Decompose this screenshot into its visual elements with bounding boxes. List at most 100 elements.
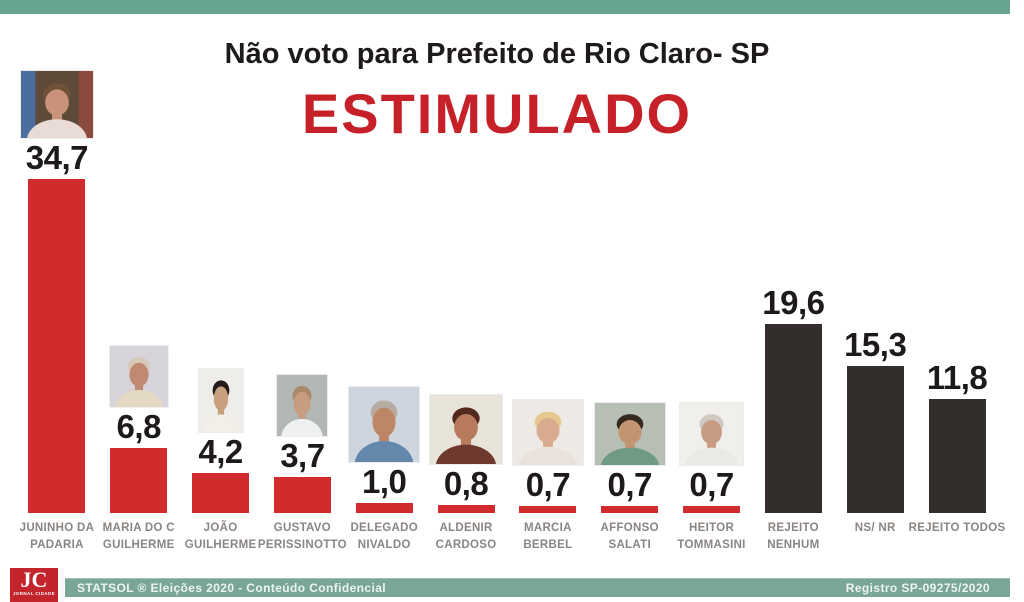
candidate-name-label: JOÃO GUILHERME	[185, 520, 257, 554]
bar-value-label: 3,7	[280, 437, 325, 474]
column-stack: 0,7	[507, 56, 589, 513]
candidate-name-label: REJEITO NENHUM	[767, 520, 819, 554]
bar-gustavo-perissinotto	[273, 477, 331, 513]
candidate-name-line: JOÃO	[203, 522, 238, 534]
bar-value-label: 15,3	[844, 326, 907, 363]
candidate-photo-delegado-nivaldo	[349, 387, 420, 462]
candidate-name-line: GUSTAVO	[273, 522, 332, 534]
footer-registro-text: Registro SP-09275/2020	[845, 581, 990, 595]
candidate-name-label: MARCIA BERBEL	[523, 520, 572, 554]
bar-chart: 34,7 JUNINHO DA PADARIA 6,8 MARIA DO C GUI…	[16, 56, 1005, 554]
column-stack: 11,8	[916, 56, 998, 513]
candidate-name-line: HEITOR	[689, 522, 735, 534]
title-block: Não voto para Prefeito de Rio Claro- SP …	[0, 38, 994, 146]
column-stack: 0,7	[589, 56, 671, 513]
jc-logo-text: JC	[20, 567, 48, 592]
bar-aldenir-cardoso	[437, 505, 495, 513]
candidate-photo-aldenir-cardoso	[430, 395, 503, 464]
jc-jornal-cidade-logo: JC JORNAL CIDADE	[10, 568, 58, 602]
bar-juninho-da-padaria	[28, 179, 86, 513]
column-stack: 3,7	[261, 56, 343, 513]
bar-value-label: 0,7	[689, 466, 734, 503]
candidate-name-line: REJEITO TODOS	[908, 522, 1006, 534]
candidate-name-label: AFFONSO SALATI	[601, 520, 659, 554]
footer-band: STATSOL ® Eleições 2020 - Conteúdo Confi…	[65, 578, 1010, 597]
column-stack: 1,0	[343, 56, 425, 513]
column-stack: 6,8	[98, 56, 180, 513]
chart-column-ns-nr: 15,3 NS/ NR	[834, 56, 916, 554]
column-stack: 0,7	[671, 56, 753, 513]
candidate-name-line: PERISSINOTTO	[257, 539, 347, 551]
chart-column-maria-do-c-guilherme: 6,8 MARIA DO C GUILHERME	[98, 56, 180, 554]
candidate-name-line: REJEITO	[767, 522, 819, 534]
candidate-photo-maria-do-c-guilherme	[109, 346, 168, 407]
jc-logo-subtext: JORNAL CIDADE	[12, 591, 56, 596]
candidate-name-line: GUILHERME	[102, 539, 175, 551]
candidate-name-line: TOMMASINI	[677, 539, 746, 551]
candidate-name-label: GUSTAVO PERISSINOTTO	[258, 520, 347, 554]
candidate-name-label: ALDENIR CARDOSO	[436, 520, 497, 554]
candidate-photo-juninho-da-padaria	[20, 71, 93, 138]
candidate-photo-affonso-salati	[594, 403, 665, 465]
candidate-photo-gustavo-perissinotto	[277, 375, 328, 436]
bar-value-label: 6,8	[116, 408, 162, 445]
candidate-name-line: SALATI	[608, 539, 651, 551]
bar-joao-guilherme	[192, 473, 250, 513]
candidate-name-line: ALDENIR	[439, 522, 493, 534]
bar-value-label: 11,8	[926, 359, 988, 396]
bar-value-label: 0,7	[525, 466, 571, 503]
candidate-name-line: MARIA DO C	[102, 522, 175, 534]
candidate-name-line: JUNINHO DA	[19, 522, 95, 534]
column-stack: 19,6	[752, 56, 834, 513]
candidate-photo-joao-guilherme	[198, 369, 243, 432]
candidate-name-line: MARCIA	[523, 522, 572, 534]
candidate-name-line: PADARIA	[30, 539, 84, 551]
bar-value-label: 1,0	[362, 463, 407, 500]
candidate-name-label: JUNINHO DA PADARIA	[20, 520, 95, 554]
bar-affonso-salati	[601, 506, 659, 513]
chart-column-marcia-berbel: 0,7 MARCIA BERBEL	[507, 56, 589, 554]
candidate-name-label: DELEGADO NIVALDO	[350, 520, 418, 554]
column-stack: 0,8	[425, 56, 507, 513]
chart-column-rejeito-nenhum: 19,6 REJEITO NENHUM	[752, 56, 834, 554]
candidate-photo-marcia-berbel	[512, 400, 583, 465]
chart-column-heitor-tommasini: 0,7 HEITOR TOMMASINI	[671, 56, 753, 554]
top-accent-band	[0, 0, 1010, 14]
bar-value-label: 0,8	[443, 465, 489, 502]
candidate-photo-heitor-tommasini	[680, 403, 744, 465]
candidate-name-line: NS/ NR	[854, 522, 896, 534]
candidate-name-label: HEITOR TOMMASINI	[677, 520, 745, 554]
bar-rejeito-todos	[928, 399, 986, 513]
candidate-name-line: AFFONSO	[600, 522, 659, 534]
bar-value-label: 34,7	[25, 139, 89, 176]
page-title: Não voto para Prefeito de Rio Claro- SP	[224, 38, 770, 70]
footer-source-text: STATSOL ® Eleições 2020 - Conteúdo Confi…	[77, 581, 387, 595]
candidate-name-line: BERBEL	[523, 539, 573, 551]
candidate-name-line: GUILHERME	[184, 539, 257, 551]
candidate-name-line: DELEGADO	[350, 522, 419, 534]
chart-column-rejeito-todos: 11,8 REJEITO TODOS	[909, 56, 1005, 554]
candidate-name-label: REJEITO TODOS	[909, 520, 1006, 537]
candidate-name-line: NIVALDO	[357, 539, 411, 551]
chart-column-gustavo-perissinotto: 3,7 GUSTAVO PERISSINOTTO	[258, 56, 347, 554]
candidate-name-label: NS/ NR	[855, 520, 896, 537]
candidate-name-line: CARDOSO	[435, 539, 497, 551]
chart-column-affonso-salati: 0,7 AFFONSO SALATI	[589, 56, 671, 554]
bar-rejeito-nenhum	[764, 324, 822, 513]
bar-maria-do-c-guilherme	[110, 448, 168, 513]
chart-column-delegado-nivaldo: 1,0 DELEGADO NIVALDO	[343, 56, 425, 554]
bar-delegado-nivaldo	[355, 503, 413, 513]
column-stack: 15,3	[834, 56, 916, 513]
bar-ns-nr	[846, 366, 904, 513]
column-stack: 4,2	[180, 56, 262, 513]
chart-column-joao-guilherme: 4,2 JOÃO GUILHERME	[180, 56, 262, 554]
chart-column-juninho-da-padaria: 34,7 JUNINHO DA PADARIA	[16, 56, 98, 554]
bar-heitor-tommasini	[683, 506, 741, 513]
candidate-name-line: NENHUM	[767, 539, 820, 551]
bar-value-label: 4,2	[198, 433, 243, 470]
column-stack: 34,7	[16, 56, 98, 513]
bar-value-label: 19,6	[762, 284, 825, 321]
page-subtitle: ESTIMULADO	[301, 82, 693, 145]
chart-column-aldenir-cardoso: 0,8 ALDENIR CARDOSO	[425, 56, 507, 554]
